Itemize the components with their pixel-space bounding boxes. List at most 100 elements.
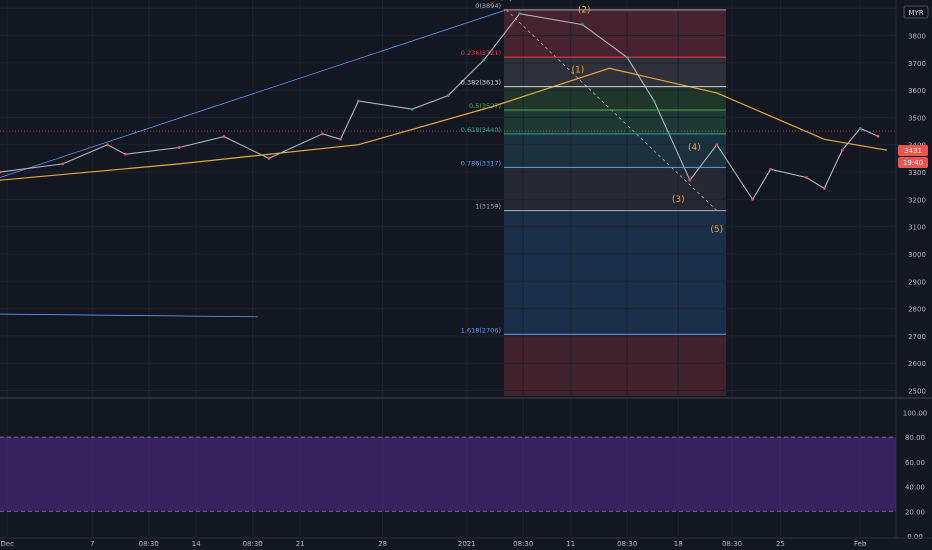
price-tick-label: 3500 <box>908 114 926 122</box>
price-tick-label: 2700 <box>908 333 926 341</box>
currency-label: MYR <box>908 9 923 17</box>
price-point <box>769 167 772 171</box>
price-tick-label: 3700 <box>908 60 926 68</box>
price-point <box>858 126 862 130</box>
price-point <box>840 148 844 152</box>
price-tick-label: 3000 <box>908 251 926 259</box>
time-tick-label: 08:30 <box>617 540 637 548</box>
price-point <box>751 197 755 201</box>
wave-labels: (5) (2) (1) (4) (3) (5) <box>500 0 723 235</box>
fibonacci-labels: 0(3894) 0.236(3721) 0.382(3613) 0.5(3527) 0.… <box>461 2 726 335</box>
fib-zone <box>504 110 726 134</box>
price-point <box>0 170 2 174</box>
wave-label: (4) <box>688 143 701 153</box>
price-point <box>410 107 414 111</box>
countdown-text: 19:40 <box>903 159 923 167</box>
fib-level-label: 0.5(3527) <box>469 102 501 110</box>
price-tick-label: 3100 <box>908 224 926 232</box>
time-tick-label: 18 <box>674 540 683 548</box>
price-point <box>267 157 271 160</box>
price-point <box>652 99 656 103</box>
fib-level-label: 0.236(3721) <box>461 49 501 57</box>
time-tick-label: 14 <box>192 540 201 548</box>
wave-label: (3) <box>672 195 685 205</box>
fib-level-label: 1.618(2706) <box>461 326 501 334</box>
oscillator-tick-label: 0.00 <box>907 533 923 541</box>
price-tick-label: 3200 <box>908 196 926 204</box>
countdown-tag: 19:40 <box>898 157 928 168</box>
price-tick-label: 2800 <box>908 306 926 314</box>
price-point <box>339 137 342 141</box>
last-price-text: 3431 <box>904 147 922 155</box>
price-tick-label: 2900 <box>908 278 926 286</box>
wave-label: (5) <box>500 0 513 3</box>
price-point <box>482 58 486 62</box>
oscillator-tick-label: 100.00 <box>903 409 928 417</box>
price-point <box>715 143 719 147</box>
stochastic-oscillator-pane: 100.00 80.00 60.00 40.00 20.00 0.00 <box>0 409 927 541</box>
time-axis[interactable]: Dec 7 08:30 14 08:30 21 28 2021 08:30 11 08:30 18 08… <box>0 540 867 548</box>
oscillator-tick-label: 80.00 <box>905 434 925 442</box>
price-point <box>805 176 808 179</box>
price-axis[interactable]: 3900380037003600350034003300320031003000… <box>895 0 926 538</box>
fibonacci-zones <box>504 9 726 396</box>
price-point <box>222 135 226 138</box>
price-point <box>581 23 584 26</box>
fib-zone <box>504 210 726 335</box>
fib-zone <box>504 57 726 87</box>
price-tick-label: 3600 <box>908 87 926 95</box>
trend-line[interactable] <box>0 9 507 178</box>
fib-zone <box>504 133 726 168</box>
time-tick-label: Feb <box>854 540 867 548</box>
fib-level-label: 0.382(3613) <box>461 79 501 87</box>
time-tick-label: 11 <box>566 540 575 548</box>
time-tick-label: 21 <box>296 540 305 548</box>
oscillator-band <box>0 437 896 512</box>
price-point <box>518 12 522 16</box>
fib-level-label: 0(3894) <box>475 2 501 10</box>
fib-zone <box>504 167 726 211</box>
price-tick-label: 2600 <box>908 360 926 368</box>
time-tick-label: 7 <box>90 540 94 548</box>
moving-average-line <box>0 67 888 181</box>
price-point <box>321 132 324 136</box>
fib-level-label: 0.618(3440) <box>461 126 501 134</box>
time-tick-label: 28 <box>378 540 387 548</box>
price-tick-label: 2500 <box>908 388 926 396</box>
time-tick-label: 08:30 <box>513 540 533 548</box>
price-tick-label: 3300 <box>908 169 926 177</box>
trend-line[interactable] <box>0 313 259 318</box>
price-point <box>357 99 360 103</box>
last-price-tag: 3431 <box>898 145 928 156</box>
fib-level-label: 1(3159) <box>475 203 501 211</box>
price-point <box>688 178 692 182</box>
price-point <box>446 94 450 97</box>
price-point <box>876 134 880 138</box>
oscillator-tick-label: 20.00 <box>905 508 925 516</box>
main-grid <box>0 0 896 536</box>
price-point <box>625 55 629 59</box>
fib-zone <box>504 334 726 396</box>
time-tick-label: Dec <box>0 540 14 548</box>
time-tick-label: 25 <box>776 540 785 548</box>
time-tick-label: 2021 <box>458 540 476 548</box>
price-point <box>61 162 65 166</box>
fib-zone <box>504 86 726 111</box>
oscillator-tick-label: 60.00 <box>905 459 925 467</box>
fib-level-label: 0.786(3317) <box>461 159 501 167</box>
price-point <box>822 187 826 190</box>
wave-label: (5) <box>710 225 723 235</box>
price-tick-label: 3800 <box>908 33 926 41</box>
price-points <box>0 12 880 201</box>
wave-label: (1) <box>572 65 585 75</box>
price-series-line <box>0 13 879 201</box>
price-point <box>106 143 109 147</box>
currency-badge[interactable]: MYR <box>903 5 929 19</box>
time-tick-label: 08:30 <box>243 540 263 548</box>
time-tick-label: 08:30 <box>722 540 742 548</box>
time-tick-label: 08:30 <box>139 540 159 548</box>
price-point <box>124 152 127 156</box>
price-point <box>177 146 181 149</box>
oscillator-tick-label: 40.00 <box>905 484 925 492</box>
